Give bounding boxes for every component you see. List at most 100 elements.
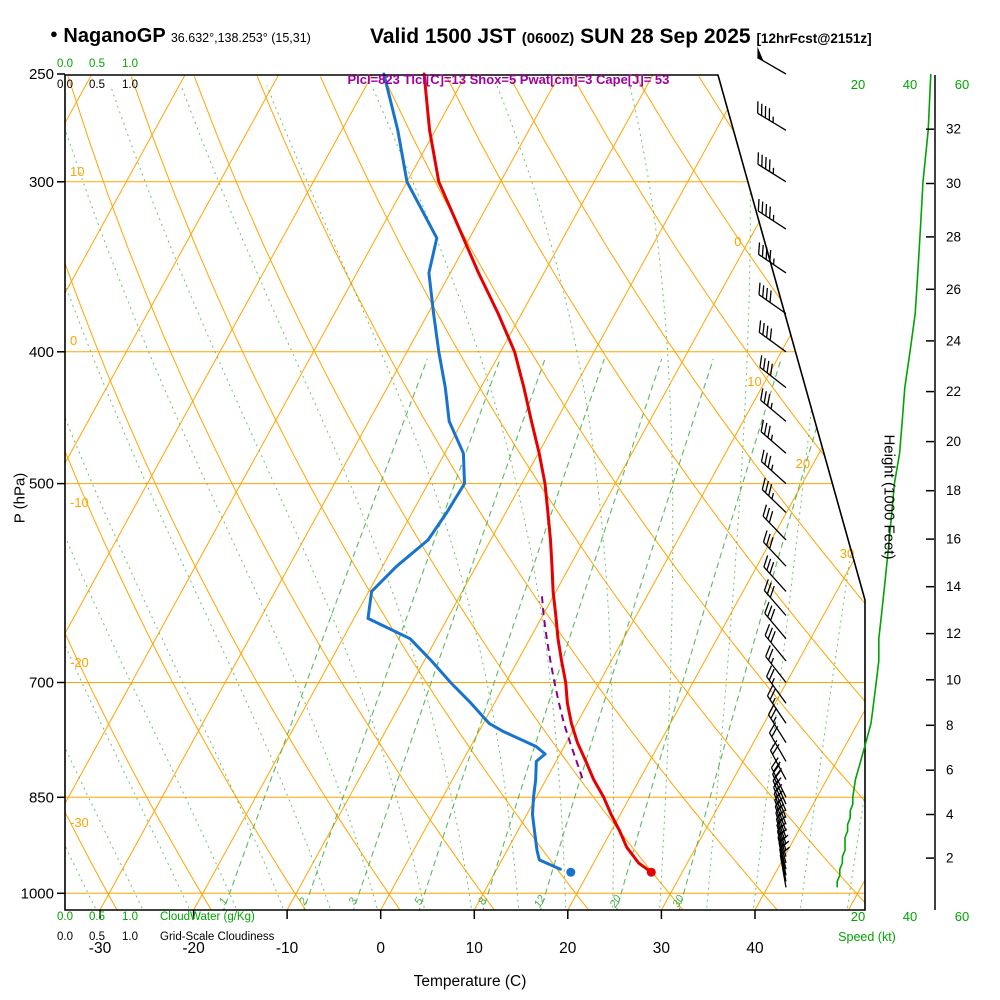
cloudiness-scale-bottom: 1.0	[122, 931, 138, 943]
wind-barb	[762, 530, 787, 567]
svg-text:20: 20	[851, 909, 865, 924]
pressure-axis: 250 300 400 500 700 850 1000	[21, 66, 65, 902]
svg-text:5: 5	[412, 895, 426, 907]
temperature-curve	[422, 72, 653, 874]
header-params: Plcl=823 Tlcl[C]=13 Shox=5 Pwat[cm]=3 Ca…	[333, 57, 669, 102]
wind-barb	[770, 757, 787, 798]
svg-text:16: 16	[946, 532, 961, 547]
svg-text:500: 500	[29, 476, 54, 493]
pressure-axis-label: P (hPa)	[11, 472, 29, 524]
header-valid: Valid 1500 JST (0600Z) SUN 28 Sep 2025 […	[370, 25, 872, 49]
svg-text:10: 10	[747, 374, 761, 389]
station-name: NaganoGP	[63, 25, 166, 47]
grid-dry-adiabats	[65, 76, 865, 910]
cloudiness-scale-top: 0.0	[57, 79, 73, 91]
dewpoint-curve	[366, 72, 562, 871]
cloudiness-scale-bottom: 0.0	[57, 931, 73, 943]
wind-barb	[769, 739, 787, 780]
grid-mixing-ratio-lines	[221, 358, 838, 910]
wind-barb	[757, 46, 787, 75]
svg-text:0: 0	[376, 940, 385, 957]
svg-text:22: 22	[946, 384, 961, 399]
svg-text:250: 250	[29, 66, 54, 83]
svg-text:26: 26	[946, 282, 961, 297]
svg-text:400: 400	[29, 344, 54, 361]
svg-text:30: 30	[670, 892, 687, 909]
cloudiness-scale-bottom: 0.5	[89, 931, 105, 943]
wind-barb	[757, 152, 787, 183]
cloudiness-label: Grid-Scale Cloudiness	[160, 931, 275, 943]
wind-barb	[761, 477, 787, 513]
cloudwater-scale-top: 0.5	[89, 58, 105, 70]
svg-text:20: 20	[796, 456, 810, 471]
grid-moist-adiabats	[65, 85, 865, 910]
svg-text:20: 20	[607, 892, 624, 910]
station-coords: 36.632°,138.253° (15,31)	[170, 31, 311, 45]
wind-barb	[763, 555, 787, 592]
svg-text:12: 12	[946, 626, 961, 641]
grid-isotherms	[65, 75, 865, 910]
svg-text:30: 30	[946, 176, 961, 191]
wind-barb	[766, 684, 787, 724]
svg-text:40: 40	[746, 940, 764, 957]
svg-text:20: 20	[851, 77, 865, 92]
svg-text:20: 20	[559, 940, 577, 957]
background-grid	[65, 75, 865, 910]
valid-date: SUN 28 Sep 2025	[580, 25, 751, 48]
wind-barb	[758, 282, 787, 315]
svg-text:28: 28	[946, 229, 961, 244]
dry-adiabat-labels: 10 0 -10 -20 -30	[70, 164, 89, 830]
parcel-curve	[541, 596, 584, 779]
wind-barb	[760, 419, 787, 454]
svg-text:8: 8	[946, 718, 954, 733]
surface-dewpoint-dot	[566, 867, 576, 877]
svg-text:-30: -30	[70, 815, 89, 830]
svg-text:6: 6	[946, 763, 954, 778]
svg-text:850: 850	[29, 789, 54, 806]
wind-barb	[767, 703, 787, 744]
svg-text:30: 30	[653, 940, 671, 957]
cloudwater-scale-top: 1.0	[122, 58, 138, 70]
wind-barb	[764, 601, 787, 640]
wind-barb	[763, 579, 787, 616]
svg-text:12: 12	[532, 893, 549, 910]
svg-text:60: 60	[955, 77, 969, 92]
cloudiness-scale-top: 1.0	[122, 79, 138, 91]
wind-barb	[765, 645, 787, 683]
wind-barb	[757, 199, 787, 230]
wind-barb	[757, 242, 787, 274]
wind-barb	[762, 504, 787, 541]
svg-text:32: 32	[946, 122, 961, 137]
svg-text:10: 10	[946, 672, 961, 687]
svg-text:-20: -20	[182, 940, 205, 957]
wind-barb	[764, 623, 787, 662]
svg-text:10: 10	[70, 164, 84, 179]
svg-text:0: 0	[70, 333, 77, 348]
wind-speed-curve	[836, 73, 932, 888]
temperature-axis: -30 -20 -10 0 10 20 30 40	[89, 910, 764, 957]
svg-text:18: 18	[946, 483, 961, 498]
svg-text:-10: -10	[276, 940, 299, 957]
temperature-axis-label: Temperature (C)	[413, 973, 527, 990]
svg-text:20: 20	[946, 434, 961, 449]
station-bullet-icon: ●	[50, 26, 58, 41]
surface-temperature-dot	[646, 867, 656, 877]
cloudwater-scale-bottom: 1.0	[122, 911, 138, 923]
mixing-ratio-labels: 1 2 3 5 8 12 20 30	[217, 892, 687, 910]
svg-text:1000: 1000	[21, 885, 54, 902]
cloudwater-scale-bottom: 0.0	[57, 911, 73, 923]
grid-pressure-lines	[65, 181, 865, 894]
svg-text:2: 2	[946, 851, 954, 866]
svg-text:4: 4	[946, 807, 954, 822]
svg-text:-20: -20	[70, 655, 89, 670]
parcel-params: Plcl=823 Tlcl[C]=13 Shox=5 Pwat[cm]=3 Ca…	[347, 72, 670, 87]
svg-text:-30: -30	[89, 940, 112, 957]
svg-text:0: 0	[734, 234, 741, 249]
svg-text:-10: -10	[70, 495, 89, 510]
wind-barb	[766, 665, 787, 704]
svg-text:10: 10	[466, 940, 484, 957]
svg-text:14: 14	[946, 579, 962, 594]
